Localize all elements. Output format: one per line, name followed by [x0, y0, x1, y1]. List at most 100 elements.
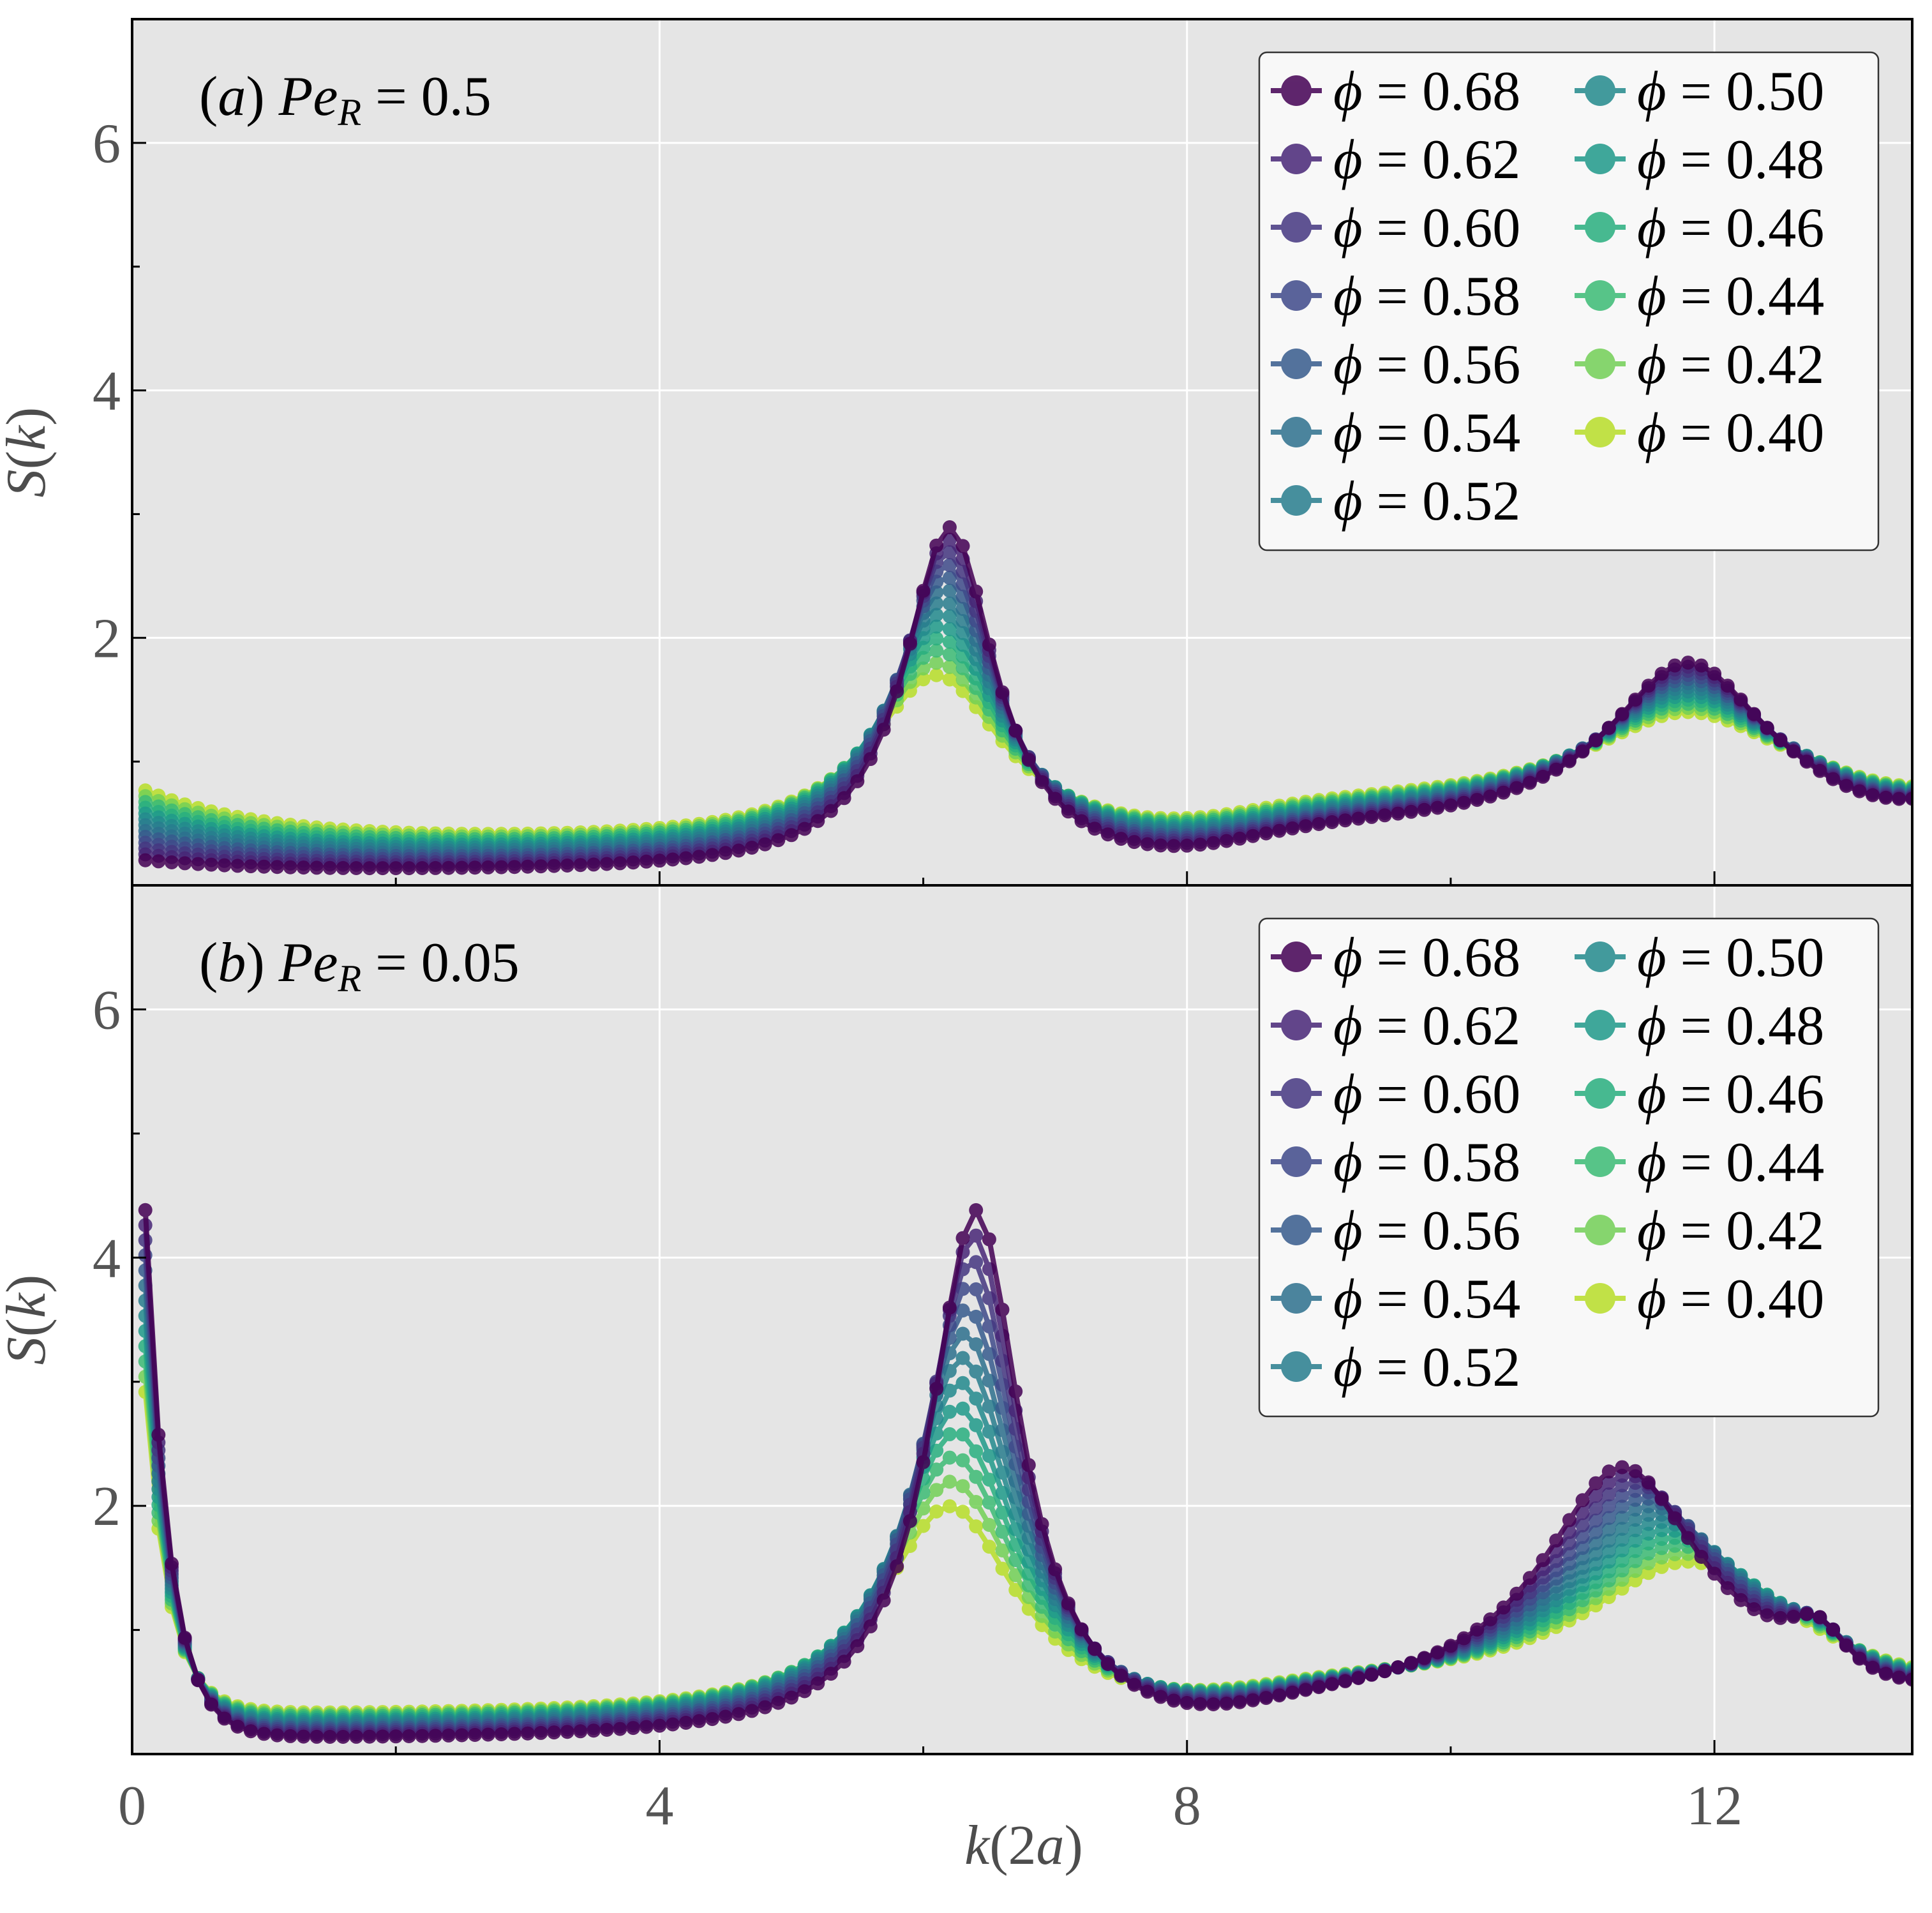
data-point: [165, 855, 179, 869]
data-point: [507, 860, 522, 874]
data-point: [942, 659, 957, 674]
data-point: [995, 1524, 1010, 1539]
legend-phi: ϕ: [1333, 470, 1363, 532]
legend-equals: =: [1666, 1268, 1726, 1330]
y-axis-label-k: k: [0, 1292, 57, 1318]
data-point: [1167, 1693, 1181, 1708]
legend-marker: [1585, 941, 1615, 972]
legend-phi: ϕ: [1637, 1063, 1666, 1125]
legend-equals: =: [1666, 197, 1726, 259]
series-group: [138, 520, 1912, 876]
y-axis-label-s: S: [0, 469, 57, 497]
data-point: [890, 684, 904, 699]
legend-value: 0.56: [1422, 334, 1520, 396]
data-point: [322, 860, 337, 875]
data-point: [1615, 1489, 1629, 1503]
data-point: [349, 861, 364, 875]
legend-phi: ϕ: [1637, 927, 1666, 989]
data-point: [942, 596, 957, 611]
data-point: [547, 1725, 562, 1740]
data-point: [758, 837, 772, 851]
data-point: [587, 1723, 601, 1738]
data-point: [1707, 1566, 1722, 1581]
data-point: [1720, 1581, 1735, 1595]
data-point: [1430, 1645, 1445, 1660]
data-point: [1008, 1582, 1023, 1597]
legend-item: [1575, 1283, 1626, 1314]
data-point: [1377, 808, 1392, 823]
legend-label: ϕ = 0.52: [1333, 1337, 1520, 1399]
data-point: [942, 1427, 957, 1441]
legend-phi: ϕ: [1637, 197, 1666, 259]
data-point: [902, 636, 917, 651]
data-point: [995, 1302, 1010, 1317]
data-point: [191, 1673, 206, 1688]
data-point: [929, 1483, 944, 1497]
data-point: [1470, 1622, 1485, 1637]
series-phi-0.68: [138, 1203, 1912, 1744]
data-point: [1114, 832, 1128, 846]
legend-phi: ϕ: [1637, 1132, 1666, 1194]
data-point: [1878, 1667, 1893, 1681]
data-point: [929, 656, 944, 670]
data-point: [718, 1709, 733, 1724]
legend-phi: ϕ: [1333, 1063, 1363, 1125]
data-point: [1641, 1556, 1656, 1571]
data-point: [468, 1728, 483, 1742]
legend-label: ϕ = 0.58: [1333, 266, 1520, 327]
data-point: [955, 1453, 970, 1467]
y-axis-label-close: ): [0, 407, 57, 426]
data-point: [1298, 819, 1313, 834]
legend-label: ϕ = 0.54: [1333, 1268, 1520, 1330]
data-point: [296, 860, 311, 875]
legend-phi: ϕ: [1637, 995, 1666, 1057]
y-axis-label: S(k): [0, 407, 57, 498]
data-point: [1760, 721, 1774, 735]
legend-equals: =: [1666, 1132, 1726, 1194]
x-axis-label-close: ): [1065, 1815, 1083, 1877]
data-point: [151, 854, 166, 869]
data-point: [1747, 707, 1762, 721]
data-point: [415, 861, 430, 875]
data-point: [1601, 721, 1616, 735]
data-point: [1839, 1639, 1853, 1653]
data-point: [1628, 1533, 1643, 1548]
legend: ϕ = 0.68ϕ = 0.62ϕ = 0.60ϕ = 0.58ϕ = 0.56…: [1258, 917, 1880, 1418]
data-point: [1443, 798, 1458, 813]
data-point: [678, 1716, 693, 1730]
data-point: [837, 1654, 851, 1669]
data-point: [797, 1684, 812, 1699]
data-point: [1575, 1493, 1590, 1508]
data-point: [494, 1727, 509, 1741]
data-point: [375, 1729, 390, 1744]
data-point: [1628, 1464, 1643, 1478]
panel-label-close: ): [246, 932, 278, 994]
legend-label: ϕ = 0.48: [1637, 129, 1824, 191]
legend-item: [1271, 1010, 1322, 1040]
panel-label-equals: =: [361, 66, 421, 128]
data-point: [982, 1449, 996, 1463]
legend-item: [1271, 1351, 1322, 1382]
data-point: [1285, 1685, 1299, 1700]
panel-label-value: 0.05: [421, 932, 520, 994]
legend-label: ϕ = 0.58: [1333, 1132, 1520, 1194]
data-point: [415, 1729, 430, 1743]
data-point: [547, 859, 562, 873]
data-point: [1351, 1671, 1366, 1685]
legend-value: 0.62: [1422, 995, 1520, 1057]
data-point: [1641, 1475, 1656, 1490]
panel-label: (a) PeR = 0.5: [199, 66, 491, 133]
legend-value: 0.52: [1422, 1337, 1520, 1399]
data-point: [1048, 1562, 1063, 1577]
data-point: [1325, 815, 1339, 829]
legend-marker: [1281, 144, 1312, 174]
legend-equals: =: [1363, 927, 1423, 989]
data-point: [639, 854, 654, 869]
legend-marker: [1281, 280, 1312, 311]
data-point: [969, 1203, 984, 1217]
x-tick-label: 8: [1173, 1775, 1201, 1837]
data-point: [982, 1473, 996, 1487]
legend-marker: [1281, 75, 1312, 106]
x-tick-label: 0: [118, 1775, 146, 1837]
data-point: [1826, 1623, 1840, 1637]
